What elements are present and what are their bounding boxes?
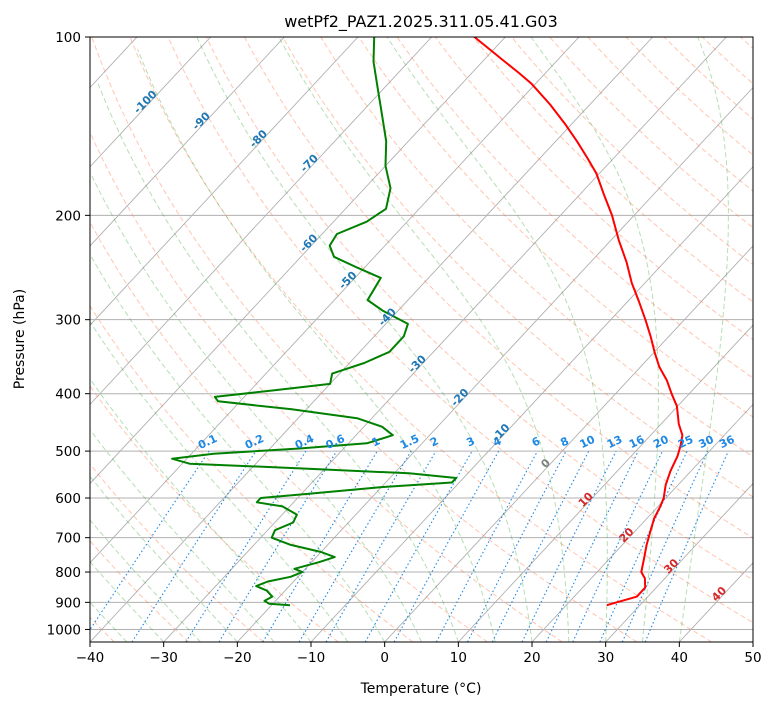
moist-adiabat-line [90, 320, 349, 642]
moist-adiabat-line [678, 37, 729, 642]
dry-adiabat-line [90, 131, 563, 642]
isotherm-gridline [384, 245, 753, 642]
grid-lines [90, 37, 753, 642]
mixing-ratio-label: 36 [717, 433, 737, 451]
axis-ticks: −40 −30 −20 −10 0 10 20 30 40 50 100 200 300 400 500 60… [47, 30, 762, 666]
dry-adiabat-line [90, 385, 339, 642]
isotherm-gridline [90, 37, 211, 168]
mixing-ratio-line [364, 450, 473, 642]
dry-adiabat-line [129, 37, 712, 642]
mixing-ratio-line [325, 450, 437, 642]
dewpoint-profile-line [171, 37, 458, 607]
moist-adiabat-line [97, 83, 459, 642]
y-axis-label: Pressure (hPa) [12, 289, 28, 389]
moist-adiabat-line [90, 475, 238, 642]
isotherm-gridline [90, 37, 506, 485]
x-tick-label: −20 [223, 650, 252, 666]
y-tick-label: 200 [55, 208, 81, 224]
isotherm-gridline [310, 166, 753, 642]
dry-adiabat-line [282, 37, 753, 498]
y-tick-label: 1000 [47, 622, 81, 638]
x-tick-label: −10 [297, 650, 326, 666]
mixing-ratio-label: 13 [605, 433, 624, 451]
moist-adiabat-line [278, 37, 570, 642]
moist-adiabat-line [90, 519, 201, 642]
y-tick-label: 100 [55, 30, 81, 46]
mixing-ratio-line [572, 450, 663, 642]
x-tick-label: 30 [597, 650, 614, 666]
y-tick-label: 500 [55, 444, 81, 460]
dry-adiabat-line [90, 463, 264, 642]
isotherm-gridline [163, 37, 727, 642]
mixing-ratio-line [262, 450, 378, 642]
profile-series [171, 37, 684, 607]
moist-adiabat-line [196, 37, 533, 642]
y-tick-label: 800 [55, 565, 81, 581]
isotherm-gridline [605, 482, 753, 642]
isotherm-gridline [90, 37, 285, 247]
moist-adiabat-line [90, 428, 275, 642]
chart-title: wetPf2_PAZ1.2025.311.05.41.G03 [284, 12, 558, 32]
moist-adiabat-line [386, 37, 608, 642]
mixing-ratio-line [185, 450, 307, 642]
mixing-ratio-line [521, 450, 617, 642]
mixing-ratio-line [545, 450, 639, 642]
x-tick-label: 40 [671, 650, 688, 666]
x-tick-label: −30 [149, 650, 178, 666]
x-tick-label: 50 [744, 650, 761, 666]
mixing-ratio-lines [90, 450, 729, 642]
mixing-ratio-label: 30 [697, 433, 717, 451]
dry-adiabat-line [358, 37, 753, 418]
x-tick-label: 10 [450, 650, 467, 666]
isotherm-gridline [90, 37, 580, 564]
dry-adiabat-line [473, 37, 753, 303]
mixing-ratio-label: 25 [676, 433, 695, 451]
isotherm-gridline [531, 403, 753, 642]
x-tick-label: 0 [380, 650, 389, 666]
mixing-ratio-label: 20 [651, 433, 671, 451]
dry-adiabat-line [549, 37, 753, 229]
isotherm-gridline [237, 86, 753, 642]
mixing-ratio-label: 16 [627, 433, 647, 451]
isotherm-gridline [458, 324, 753, 642]
dry-adiabat-line [625, 37, 753, 156]
mixing-ratio-label: 10 [578, 433, 598, 451]
x-axis-label: Temperature (°C) [360, 681, 482, 697]
moist-adiabat-line [137, 49, 496, 642]
dry-adiabat-line [90, 305, 414, 642]
mixing-ratio-line [218, 450, 338, 642]
mixing-ratio-line [599, 450, 688, 642]
isotherm-gridline [90, 37, 653, 642]
x-tick-label: 20 [523, 650, 540, 666]
x-tick-label: −40 [76, 650, 105, 666]
dry-adiabat-line [167, 37, 753, 624]
y-tick-label: 700 [55, 531, 81, 547]
isotherm-gridline [90, 37, 359, 326]
mixing-ratio-line [621, 450, 709, 642]
isotherm-gridline [90, 37, 432, 406]
y-tick-label: 600 [55, 491, 81, 507]
dry-adiabat-line [91, 37, 638, 642]
y-tick-label: 900 [55, 595, 81, 611]
moist-adiabat-line [530, 37, 659, 642]
y-tick-label: 400 [55, 387, 81, 403]
dry-adiabat-line [320, 37, 753, 458]
mixing-ratio-line [393, 450, 500, 642]
dry-adiabat-line [396, 37, 753, 379]
mixing-ratio-line [298, 450, 412, 642]
mixing-ratio-line [644, 450, 729, 642]
plot-frame [89, 36, 754, 643]
moist-adiabat-line [90, 253, 386, 642]
y-tick-label: 300 [55, 313, 81, 329]
temperature-profile-line [473, 37, 684, 607]
